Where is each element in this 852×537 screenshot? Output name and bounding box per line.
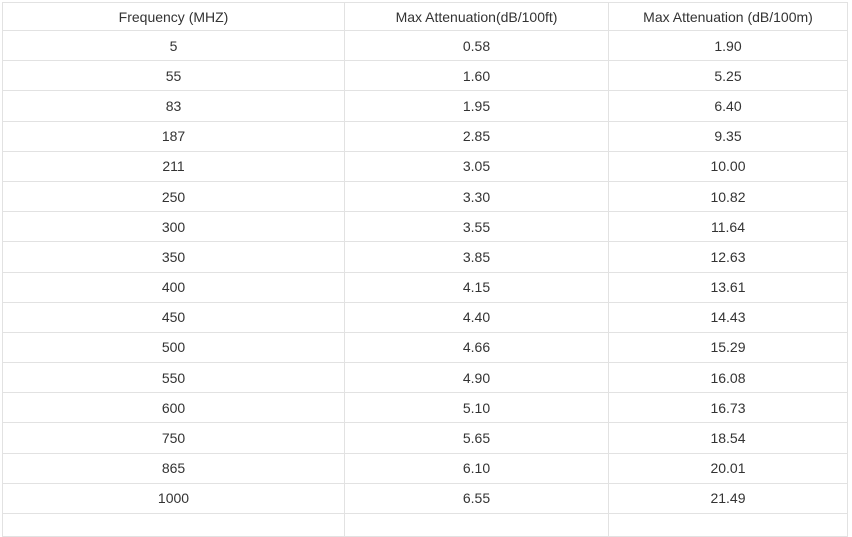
frequency-cell: 750 (2, 422, 345, 454)
attenuation-100ft-cell: 3.55 (344, 211, 609, 243)
attenuation-100ft-cell: 6.55 (344, 482, 609, 515)
table-row: 83 1.95 6.40 (2, 90, 848, 122)
column-header-attenuation-100m: Max Attenuation (dB/100m) (608, 2, 848, 31)
table-cell (608, 513, 848, 537)
attenuation-100ft-cell: 4.66 (344, 331, 609, 364)
attenuation-100ft-cell: 1.95 (344, 90, 609, 122)
attenuation-100m-cell: 21.49 (608, 482, 848, 515)
attenuation-100m-cell: 13.61 (608, 271, 848, 303)
frequency-cell: 5 (2, 29, 345, 62)
attenuation-100m-cell: 11.64 (608, 211, 848, 243)
table-row: 750 5.65 18.54 (2, 422, 848, 454)
attenuation-100ft-cell: 4.90 (344, 362, 609, 394)
frequency-cell: 211 (2, 150, 345, 182)
attenuation-100ft-cell: 3.05 (344, 150, 609, 182)
attenuation-100ft-cell: 3.30 (344, 180, 609, 213)
table-row: 400 4.15 13.61 (2, 271, 848, 303)
frequency-cell: 600 (2, 392, 345, 424)
frequency-cell: 450 (2, 301, 345, 333)
column-header-attenuation-100ft: Max Attenuation(dB/100ft) (344, 2, 609, 31)
table-row: 250 3.30 10.82 (2, 180, 848, 213)
attenuation-100m-cell: 10.00 (608, 150, 848, 182)
table-row: 500 4.66 15.29 (2, 331, 848, 364)
frequency-cell: 550 (2, 362, 345, 394)
clipped-partial-row-body (2, 513, 848, 537)
table-row: 350 3.85 12.63 (2, 241, 848, 273)
frequency-cell: 83 (2, 90, 345, 122)
frequency-cell: 500 (2, 331, 345, 364)
attenuation-100ft-cell: 0.58 (344, 29, 609, 62)
table-body: 5 0.58 1.90 55 1.60 5.25 83 1.95 6.40 18… (2, 29, 848, 515)
attenuation-100m-cell: 12.63 (608, 241, 848, 273)
attenuation-100ft-cell: 2.85 (344, 120, 609, 152)
header-row: Frequency (MHZ) Max Attenuation(dB/100ft… (2, 2, 848, 31)
table-cell (344, 513, 609, 537)
frequency-cell: 865 (2, 452, 345, 484)
attenuation-100m-cell: 1.90 (608, 29, 848, 62)
table-row: 600 5.10 16.73 (2, 392, 848, 424)
attenuation-100m-cell: 16.08 (608, 362, 848, 394)
attenuation-100ft-cell: 5.10 (344, 392, 609, 424)
frequency-cell: 1000 (2, 482, 345, 515)
attenuation-100m-cell: 6.40 (608, 90, 848, 122)
attenuation-100ft-cell: 4.40 (344, 301, 609, 333)
attenuation-100ft-cell: 5.65 (344, 422, 609, 454)
attenuation-100m-cell: 16.73 (608, 392, 848, 424)
table-row: 865 6.10 20.01 (2, 452, 848, 484)
frequency-cell: 300 (2, 211, 345, 243)
table-row: 550 4.90 16.08 (2, 362, 848, 394)
frequency-cell: 250 (2, 180, 345, 213)
attenuation-100m-cell: 10.82 (608, 180, 848, 213)
table-row: 55 1.60 5.25 (2, 60, 848, 92)
attenuation-100ft-cell: 6.10 (344, 452, 609, 484)
table-row: 450 4.40 14.43 (2, 301, 848, 333)
frequency-cell: 350 (2, 241, 345, 273)
attenuation-100m-cell: 20.01 (608, 452, 848, 484)
attenuation-100ft-cell: 1.60 (344, 60, 609, 92)
table-row: 1000 6.55 21.49 (2, 482, 848, 515)
frequency-cell: 55 (2, 60, 345, 92)
attenuation-100m-cell: 15.29 (608, 331, 848, 364)
attenuation-100m-cell: 5.25 (608, 60, 848, 92)
table-cell (2, 513, 345, 537)
attenuation-100ft-cell: 3.85 (344, 241, 609, 273)
attenuation-100m-cell: 14.43 (608, 301, 848, 333)
table-row: 211 3.05 10.00 (2, 150, 848, 182)
table-row: 187 2.85 9.35 (2, 120, 848, 152)
attenuation-100m-cell: 18.54 (608, 422, 848, 454)
attenuation-100m-cell: 9.35 (608, 120, 848, 152)
table-header: Frequency (MHZ) Max Attenuation(dB/100ft… (2, 2, 848, 31)
table-row: 300 3.55 11.64 (2, 211, 848, 243)
clipped-partial-row (2, 513, 848, 537)
frequency-cell: 400 (2, 271, 345, 303)
column-header-frequency: Frequency (MHZ) (2, 2, 345, 31)
table-row: 5 0.58 1.90 (2, 29, 848, 62)
attenuation-100ft-cell: 4.15 (344, 271, 609, 303)
frequency-cell: 187 (2, 120, 345, 152)
